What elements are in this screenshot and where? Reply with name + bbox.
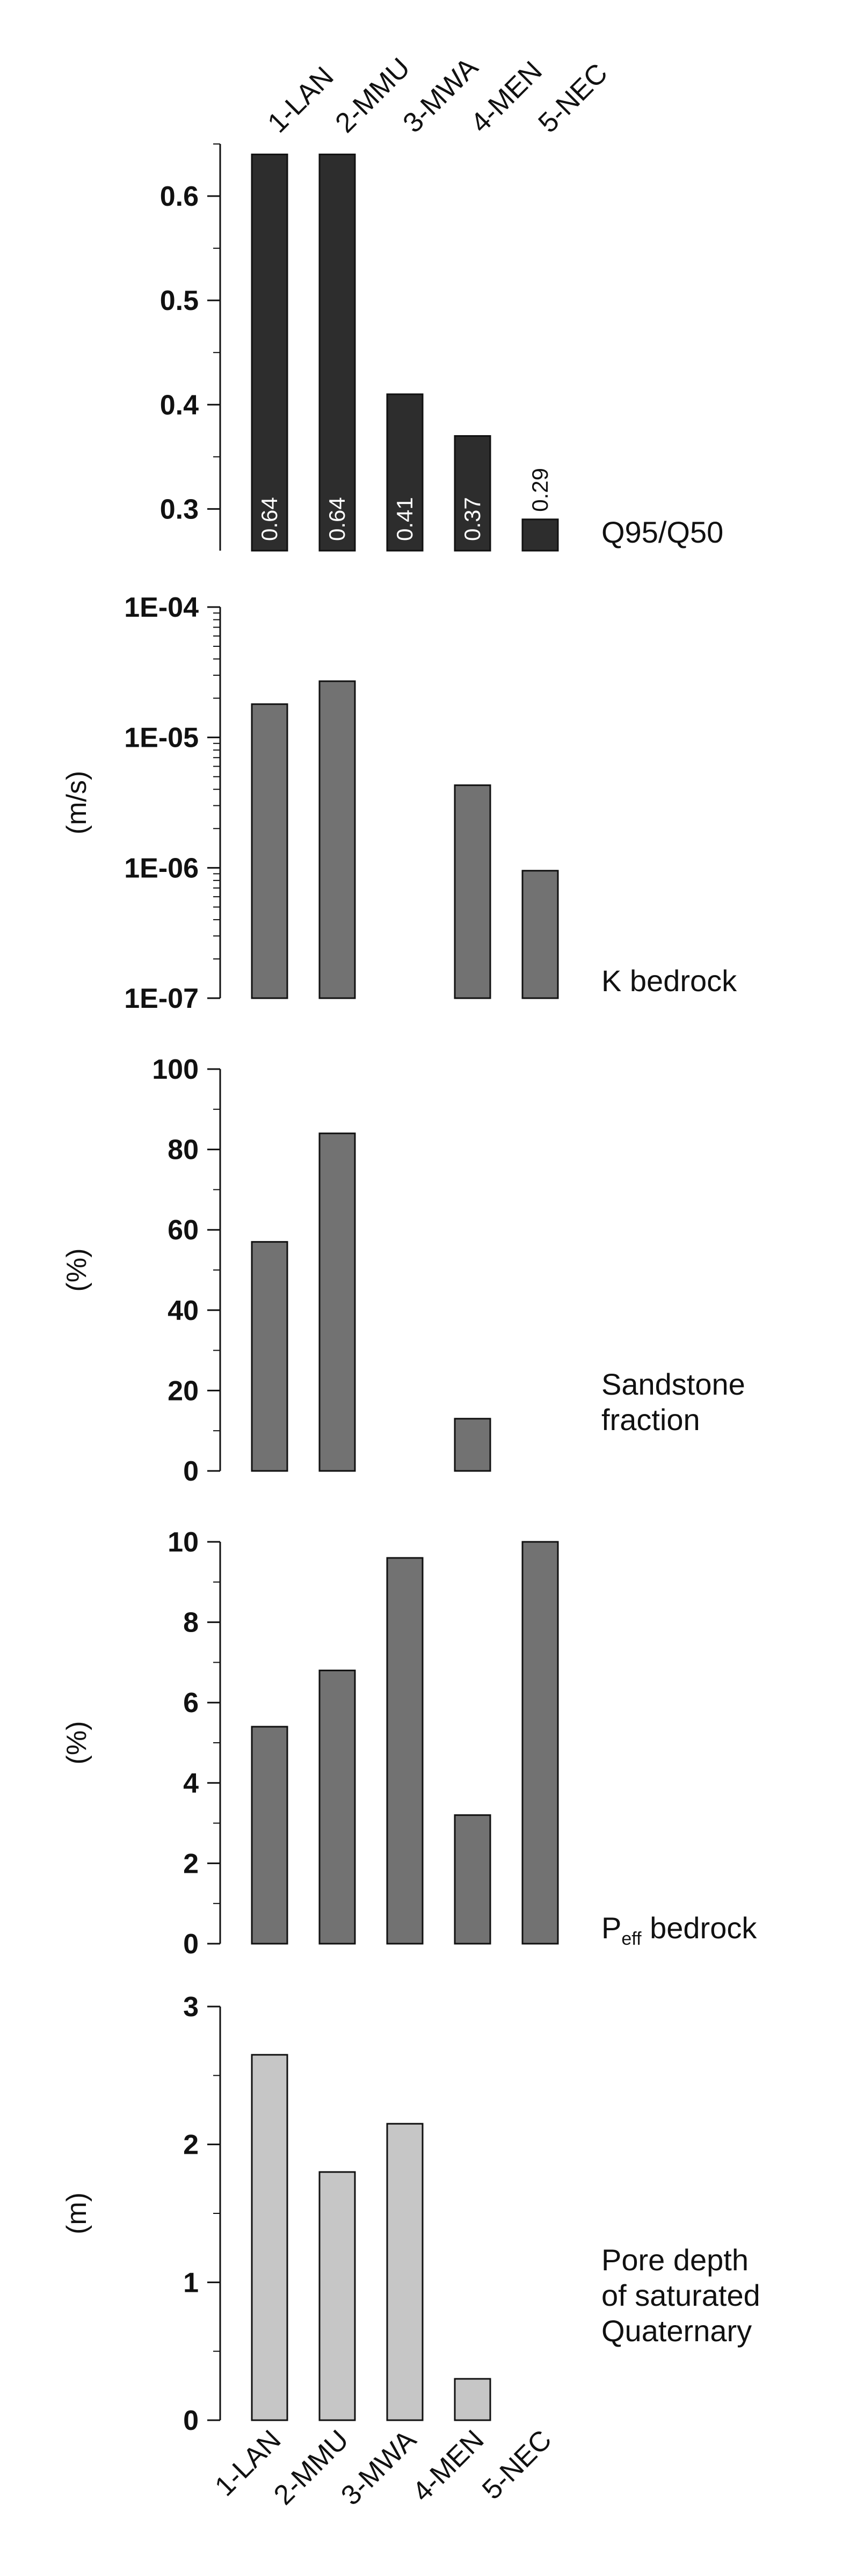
y-tick-label: 0.6 — [160, 181, 199, 212]
y-tick-label: 1 — [183, 2267, 199, 2298]
data-label: 0.37 — [460, 497, 485, 541]
panel-title-line: Pore depth — [601, 2243, 749, 2277]
y-tick-label: 100 — [152, 1054, 199, 1085]
bottom-category-label: 4-MEN — [406, 2424, 490, 2507]
y-tick-label: 40 — [168, 1295, 199, 1326]
panel-3: 0 20 40 60 80 100 (%) Sandstone fraction — [61, 1054, 745, 1487]
bar-1-LAN — [251, 703, 288, 999]
panel-2: 1E-07 1E-06 1E-05 1E-04 (m/s) K bedrock — [61, 592, 737, 1014]
bar-3-MWA — [386, 393, 424, 552]
top-category-label: 3-MWA — [397, 52, 484, 139]
bar-5-NEC — [521, 1541, 559, 1945]
bar-5-NEC — [521, 518, 559, 552]
bar-4-MEN — [454, 435, 491, 552]
y-tick-label: 2 — [183, 2130, 199, 2161]
panel-title: K bedrock — [601, 964, 737, 998]
bar-4-MEN — [454, 2378, 491, 2421]
y-tick-label: 0.5 — [160, 285, 199, 316]
y-tick-label: 4 — [183, 1768, 199, 1799]
panel-title-sub: eff — [621, 1929, 642, 1949]
bar-1-LAN — [251, 153, 288, 552]
panel-title: Pore depth of saturated Quaternary — [601, 2243, 760, 2348]
y-tick-label: 1E-05 — [124, 723, 199, 754]
panel-title-line: fraction — [601, 1403, 700, 1437]
bar-2-MMU — [318, 153, 356, 552]
top-category-label: 2-MMU — [329, 52, 416, 139]
bar-2-MMU — [318, 1669, 356, 1945]
panel-title-rest: bedrock — [642, 1911, 758, 1945]
y-tick-label: 0.3 — [160, 494, 199, 525]
bar-2-MMU — [318, 2171, 356, 2421]
bar-4-MEN — [454, 1814, 491, 1945]
y-tick-label: 0 — [183, 1929, 199, 1960]
y-tick-label: 0 — [183, 2405, 199, 2436]
y-tick-label: 3 — [183, 1991, 199, 2023]
bar-2-MMU — [318, 1132, 356, 1472]
panel-title-line: K bedrock — [601, 964, 737, 998]
panel-4: 0 2 4 6 8 10 (%) Peff bedrock — [61, 1527, 757, 1960]
y-tick-label: 8 — [183, 1607, 199, 1639]
y-tick-label: 80 — [168, 1135, 199, 1166]
bar-3-MWA — [386, 2123, 424, 2421]
y-axis-label: (m/s) — [61, 771, 92, 834]
y-tick-label: 20 — [168, 1375, 199, 1406]
panel-title-main: P — [601, 1911, 621, 1945]
y-tick-label: 0 — [183, 1456, 199, 1487]
bar-1-LAN — [251, 1241, 288, 1472]
bar-2-MMU — [318, 680, 356, 999]
y-axis-label: (%) — [61, 1721, 92, 1765]
y-axis-label: (%) — [61, 1249, 92, 1292]
bar-5-NEC — [521, 870, 559, 999]
y-tick-label: 2 — [183, 1848, 199, 1879]
panel-1: 0.3 0.4 0.5 0.6 0.64 0.64 0.41 0.37 0.29 Q95/Q50 — [160, 143, 723, 552]
bar-1-LAN — [251, 1726, 288, 1945]
panel-title-line: of saturated — [601, 2278, 760, 2312]
y-tick-label: 1E-04 — [124, 592, 199, 623]
panel-title: Peff bedrock — [601, 1911, 757, 1949]
top-category-label: 1-LAN — [262, 61, 339, 139]
data-label: 0.41 — [392, 497, 417, 541]
y-tick-label: 10 — [168, 1527, 199, 1558]
bottom-category-label: 3-MWA — [335, 2424, 422, 2511]
bar-1-LAN — [251, 2054, 288, 2421]
panel-title-line: Sandstone — [601, 1367, 745, 1401]
y-axis-label: (m) — [61, 2192, 92, 2234]
y-tick-label: 0.4 — [160, 389, 199, 421]
y-tick-label: 60 — [168, 1215, 199, 1246]
panel-5: 0 1 2 3 (m) Pore depth of saturated Quaternary — [61, 1991, 760, 2436]
bottom-category-label: 5-NEC — [476, 2424, 557, 2505]
panel-title-line: Q95/Q50 — [601, 515, 723, 549]
top-category-label: 5-NEC — [532, 57, 613, 139]
y-tick-label: 6 — [183, 1687, 199, 1719]
data-label: 0.29 — [527, 468, 553, 512]
data-label: 0.64 — [257, 497, 282, 541]
y-tick-label: 1E-07 — [124, 983, 199, 1014]
panel-title-line: Quaternary — [601, 2314, 752, 2348]
data-label: 0.64 — [324, 497, 350, 541]
bar-4-MEN — [454, 784, 491, 999]
panel-title: Q95/Q50 — [601, 515, 723, 549]
bottom-category-label: 2-MMU — [268, 2424, 355, 2511]
bar-4-MEN — [454, 1418, 491, 1472]
y-tick-label: 1E-06 — [124, 853, 199, 884]
panel-title: Sandstone fraction — [601, 1367, 745, 1437]
bar-3-MWA — [386, 1557, 424, 1945]
